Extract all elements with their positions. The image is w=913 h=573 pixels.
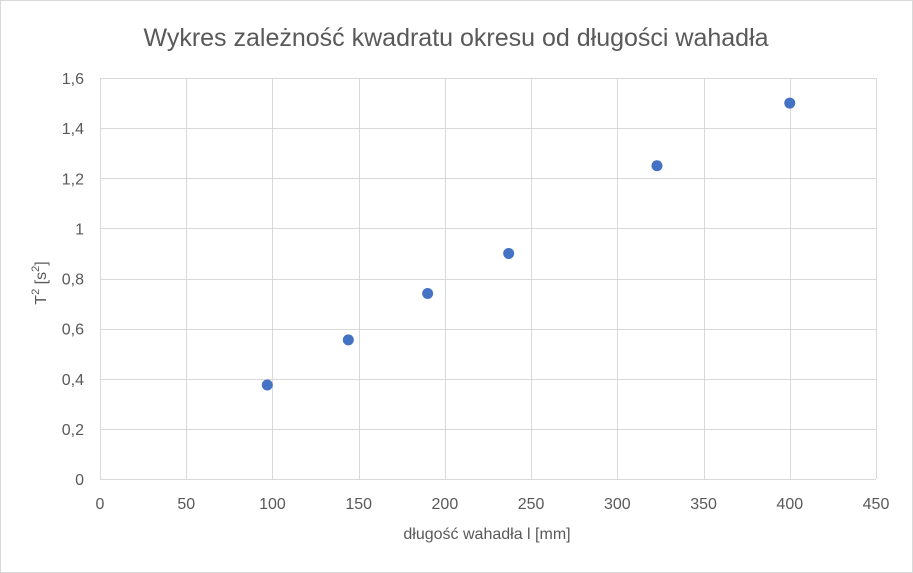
x-tick-label: 100 <box>259 496 286 513</box>
data-point <box>261 379 273 391</box>
x-tick-label: 300 <box>604 496 631 513</box>
y-tick-label: 0,4 <box>62 372 84 389</box>
x-axis-title: długość wahadła l [mm] <box>403 526 570 543</box>
data-point <box>342 334 354 346</box>
x-tick-labels: 0 50 100 150 200 250 300 350 400 450 <box>96 496 890 513</box>
x-tick-label: 150 <box>345 496 372 513</box>
data-point <box>503 247 515 259</box>
x-tick-label: 200 <box>432 496 459 513</box>
y-tick-label: 1,4 <box>62 121 84 138</box>
chart-title: Wykres zależność kwadratu okresu od dług… <box>143 24 768 52</box>
x-tick-label: 0 <box>96 496 105 513</box>
x-tick-label: 50 <box>177 496 195 513</box>
y-axis-title-unit-sup: 2 <box>30 266 42 272</box>
y-axis-title-sup: 2 <box>30 289 42 295</box>
y-axis-title-unit-open: [s <box>33 272 50 289</box>
y-tick-label: 1 <box>75 221 84 238</box>
y-tick-label: 0,6 <box>62 322 84 339</box>
x-tick-label: 250 <box>518 496 545 513</box>
y-tick-labels: 0 0,2 0,4 0,6 0,8 1 1,2 1,4 1,6 <box>62 71 84 489</box>
data-point <box>784 97 796 109</box>
y-axis-title-base: T <box>33 295 50 305</box>
y-tick-label: 0,2 <box>62 422 84 439</box>
y-tick-label: 1,6 <box>62 71 84 88</box>
y-tick-label: 0 <box>75 472 84 489</box>
x-tick-label: 450 <box>863 496 890 513</box>
y-axis-title-unit-close: ] <box>33 261 50 265</box>
data-point <box>422 288 434 300</box>
x-tick-label: 400 <box>776 496 803 513</box>
y-tick-label: 1,2 <box>62 171 84 188</box>
data-series <box>261 97 796 391</box>
x-gridlines <box>100 78 877 479</box>
y-axis-title: T2 [s2] <box>30 261 50 304</box>
data-point <box>651 160 663 172</box>
y-tick-label: 0,8 <box>62 272 84 289</box>
x-tick-label: 350 <box>690 496 717 513</box>
y-gridlines <box>100 78 876 480</box>
